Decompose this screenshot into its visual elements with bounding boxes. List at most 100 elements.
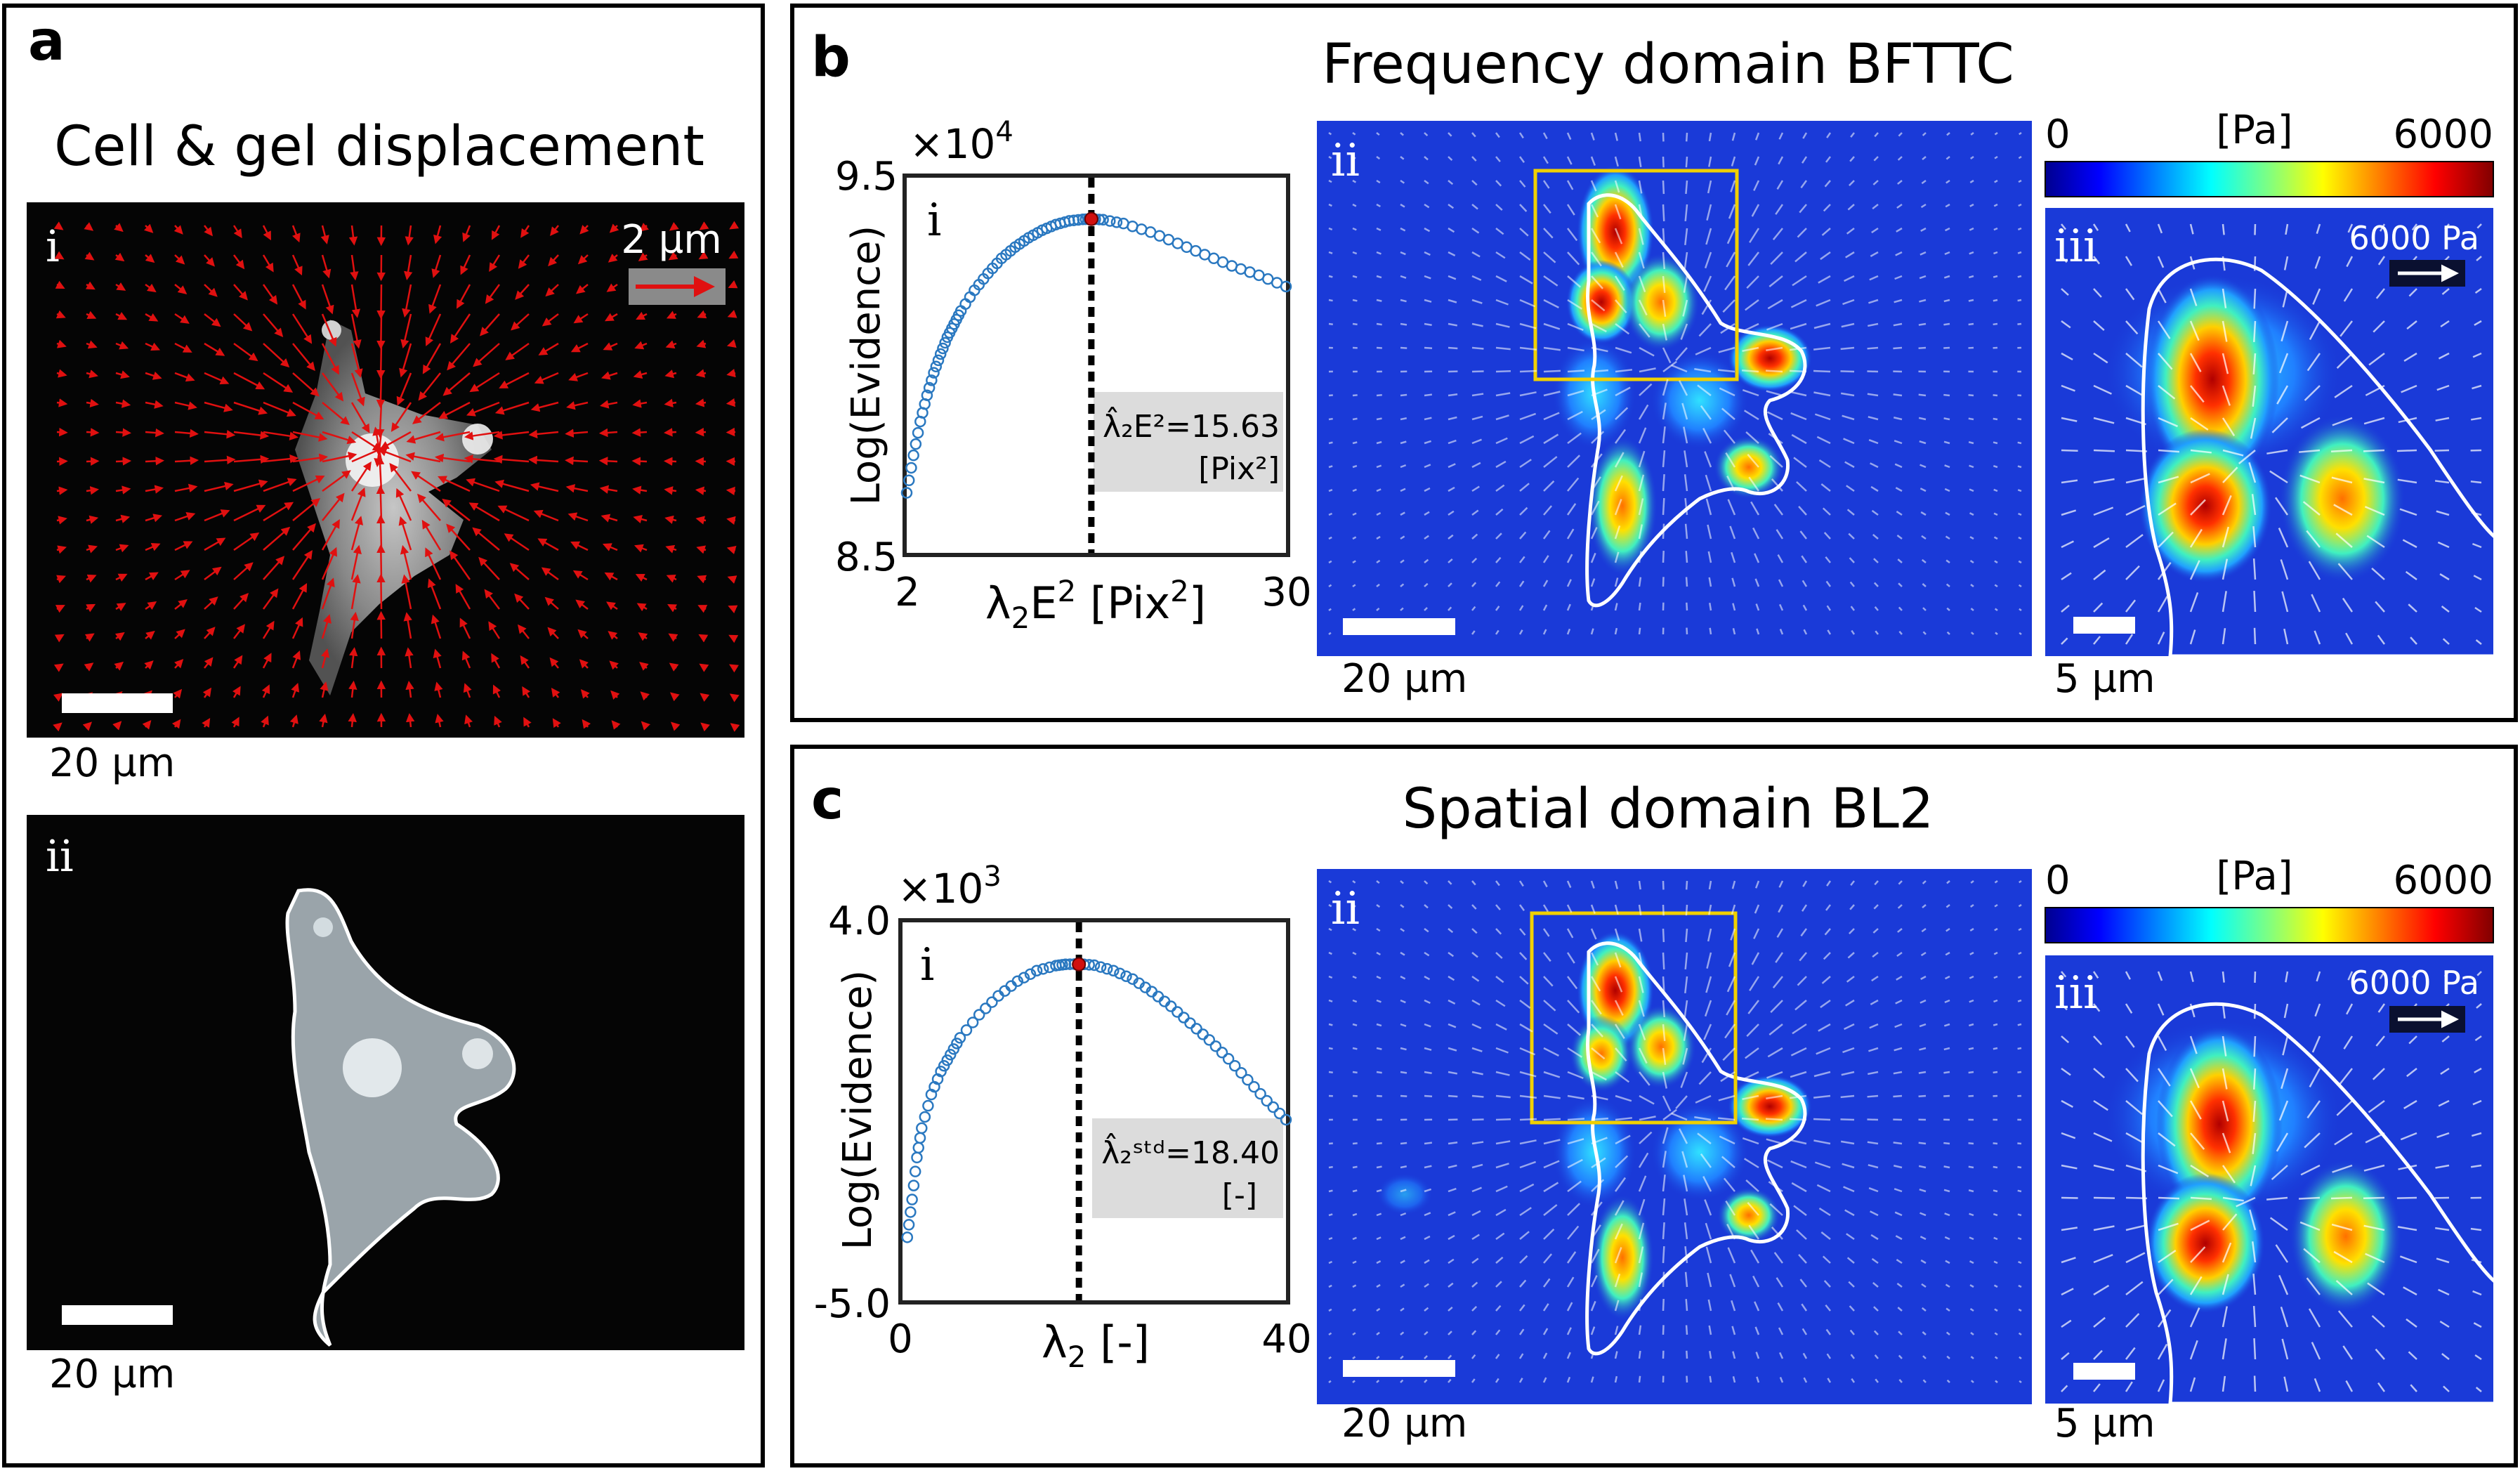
traction-vector — [1766, 390, 1783, 397]
traction-vector — [1495, 1354, 1500, 1359]
displacement-arrow — [405, 647, 414, 669]
traction-vector — [1424, 156, 1429, 161]
traction-vector — [1842, 1047, 1855, 1054]
traction-vector — [1543, 251, 1556, 263]
traction-vector — [1328, 179, 1332, 183]
displacement-arrow — [291, 225, 301, 243]
displacement-arrow — [350, 461, 372, 492]
traction-vector — [2308, 1308, 2321, 1328]
displacement-arrow — [145, 601, 157, 610]
displacement-arrow — [577, 254, 589, 265]
traction-vector — [1615, 299, 1627, 314]
traction-vector — [1790, 1071, 1807, 1078]
traction-vector — [1352, 1142, 1358, 1145]
traction-vector — [2299, 474, 2321, 484]
traction-vector — [1424, 417, 1432, 421]
traction-vector — [1868, 299, 1879, 304]
traction-vector — [1945, 904, 1950, 908]
traction-vector — [2222, 466, 2238, 483]
traction-vector — [1376, 1047, 1382, 1050]
traction-vector — [1662, 299, 1667, 317]
traction-vector — [1849, 928, 1855, 935]
traction-vector — [2222, 1274, 2229, 1295]
traction-vector — [1519, 346, 1537, 351]
traction-vector — [1591, 346, 1608, 353]
displacement-arrow — [518, 254, 530, 269]
displacement-arrow — [514, 593, 530, 610]
traction-vector — [1400, 1189, 1407, 1193]
traction-vector — [1695, 346, 1712, 355]
displacement-arrow — [565, 429, 589, 438]
traction-vector — [1566, 928, 1574, 939]
traction-vector — [1638, 524, 1643, 540]
traction-vector — [1614, 1375, 1618, 1383]
traction-vector — [1614, 251, 1624, 268]
traction-vector — [2251, 1241, 2257, 1263]
traction-vector — [2251, 494, 2257, 516]
traction-vector — [1448, 928, 1454, 934]
traction-vector — [1567, 275, 1582, 288]
traction-vector — [2018, 1284, 2022, 1288]
traction-vector — [1685, 880, 1688, 890]
traction-vector — [2222, 1068, 2228, 1090]
displacement-arrow — [292, 497, 321, 521]
traction-vector — [1376, 608, 1380, 611]
displacement-arrow — [263, 431, 298, 440]
traction-vector — [1748, 476, 1760, 492]
traction-vector — [1352, 203, 1357, 207]
displacement-arrow — [442, 372, 471, 396]
displacement-arrow — [292, 431, 328, 442]
traction-vector — [1683, 1024, 1688, 1041]
traction-vector — [2403, 1286, 2417, 1296]
traction-vector — [1946, 1379, 1950, 1383]
displacement-arrow — [517, 624, 530, 639]
traction-vector — [2299, 1221, 2321, 1231]
traction-vector — [1729, 1274, 1736, 1288]
displacement-arrow — [522, 686, 531, 698]
traction-vector — [2189, 1068, 2200, 1089]
data-point — [938, 1059, 950, 1072]
traction-vector — [2334, 1132, 2353, 1146]
traction-vector — [1994, 584, 1998, 588]
traction-vector — [2334, 384, 2353, 398]
traction-vector — [1870, 999, 1879, 1005]
traction-vector — [1868, 438, 1879, 445]
traction-vector — [2306, 1100, 2321, 1119]
traction-vector — [1776, 180, 1784, 190]
displacement-arrow — [348, 225, 358, 246]
displacement-arrow — [456, 284, 471, 309]
traction-vector — [1376, 512, 1382, 516]
colorbar-min: 0 — [2045, 858, 2071, 903]
traction-vector — [1400, 227, 1406, 232]
traction-vector — [1918, 1142, 1927, 1145]
displacement-arrow — [86, 603, 96, 613]
traction-vector — [1614, 1273, 1621, 1288]
traction-vector — [1614, 204, 1622, 220]
displacement-arrow — [412, 402, 441, 424]
traction-vector — [1590, 952, 1599, 966]
traction-vector — [1566, 904, 1573, 913]
traction-vector — [1919, 464, 1927, 469]
displacement-arrow — [233, 562, 254, 580]
traction-vector — [2410, 636, 2417, 645]
displacement-arrow — [292, 453, 329, 463]
traction-vector — [1495, 392, 1511, 397]
traction-vector — [2331, 476, 2353, 484]
traction-vector — [1870, 1234, 1879, 1241]
traction-vector — [2306, 1277, 2321, 1295]
displacement-arrow — [668, 251, 678, 261]
displacement-arrow — [232, 254, 245, 270]
traction-vector — [1328, 489, 1333, 492]
traction-vector — [2335, 1280, 2353, 1295]
traction-vector — [2377, 1003, 2386, 1013]
panel-c-iii-zoom: iii 6000 Pa — [2045, 955, 2493, 1404]
traction-vector — [2250, 417, 2257, 439]
traction-vector — [1919, 440, 1927, 445]
traction-vector — [2222, 1242, 2232, 1263]
traction-vector — [1755, 603, 1760, 611]
traction-vector — [2190, 385, 2205, 403]
scale-bar — [62, 1305, 173, 1325]
traction-vector — [1844, 1023, 1855, 1031]
traction-vector — [1721, 1156, 1735, 1168]
displacement-arrow — [509, 563, 530, 580]
